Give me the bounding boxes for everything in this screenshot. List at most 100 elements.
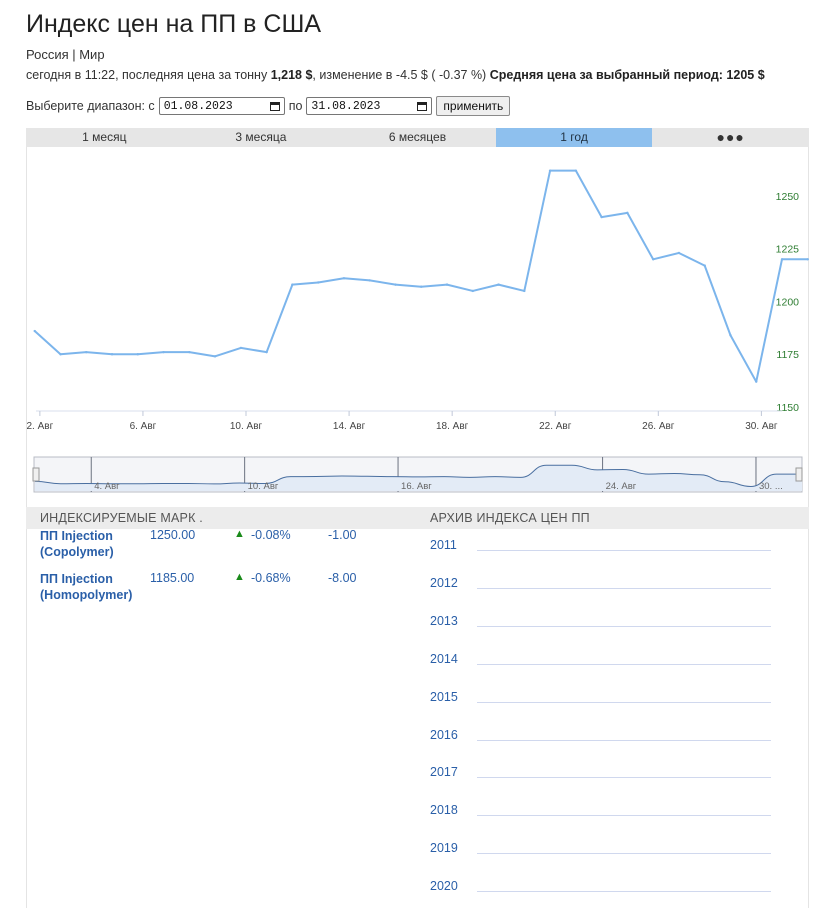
data-point[interactable] bbox=[471, 289, 474, 293]
archive-year-link[interactable]: 2013 bbox=[430, 614, 458, 628]
archive-year-link[interactable]: 2020 bbox=[430, 879, 458, 893]
data-point[interactable] bbox=[523, 289, 526, 293]
archive-year-link[interactable]: 2018 bbox=[430, 803, 458, 817]
navigator-right-handle[interactable] bbox=[795, 467, 803, 482]
archive-title: АРХИВ ИНДЕКСА ЦЕН ПП bbox=[430, 511, 590, 525]
data-point[interactable] bbox=[729, 334, 732, 337]
index-change-percent: -0.08% bbox=[251, 528, 291, 542]
price-change: , изменение в -4.5 $ ( -0.37 %) bbox=[312, 68, 487, 82]
archive-year-row[interactable]: 2016 bbox=[430, 728, 775, 748]
indices-title: ИНДЕКСИРУЕМЫЕ МАРК . bbox=[40, 511, 203, 525]
archive-year-link[interactable]: 2014 bbox=[430, 652, 458, 666]
data-point[interactable] bbox=[342, 277, 346, 280]
data-point[interactable] bbox=[239, 346, 243, 350]
price-chart[interactable]: 1150 1175 1200 1225 1250 2. Авг 6. Авг 10. Авг… bbox=[26, 147, 809, 442]
archive-year-row[interactable]: 2013 bbox=[430, 614, 775, 634]
data-point[interactable] bbox=[394, 283, 397, 286]
tab-6-months[interactable]: 6 месяцев bbox=[388, 130, 447, 144]
range-to-label: по bbox=[288, 99, 303, 113]
archive-year-link[interactable]: 2015 bbox=[430, 690, 458, 704]
x-tick-label: 6. Авг bbox=[130, 421, 157, 432]
calendar-icon[interactable] bbox=[417, 101, 428, 111]
apply-button[interactable]: применить bbox=[436, 96, 511, 116]
x-tick-label: 30. Авг bbox=[745, 421, 778, 432]
data-point[interactable] bbox=[33, 329, 36, 333]
range-navigator[interactable]: 4. Авг 10. Авг 16. Авг 24. Авг 30. ... bbox=[26, 455, 809, 495]
data-point[interactable] bbox=[110, 353, 114, 356]
date-range-form: Выберите диапазон: с 01.08.2023 по 31.08… bbox=[26, 96, 511, 116]
data-point[interactable] bbox=[59, 353, 62, 356]
archive-year-link[interactable]: 2011 bbox=[430, 538, 457, 552]
archive-year-row[interactable]: 2012 bbox=[430, 576, 775, 596]
archive-year-link[interactable]: 2019 bbox=[430, 841, 458, 855]
average-price: Средняя цена за выбранный период: 1205 $ bbox=[489, 68, 765, 82]
data-point[interactable] bbox=[85, 350, 88, 354]
archive-year-row[interactable]: 2018 bbox=[430, 803, 775, 823]
calendar-icon[interactable] bbox=[269, 101, 280, 111]
data-point[interactable] bbox=[600, 215, 603, 219]
data-point[interactable] bbox=[291, 283, 294, 286]
navigator-tick-label: 10. Авг bbox=[248, 481, 279, 492]
data-point[interactable] bbox=[755, 380, 758, 383]
divider-line bbox=[477, 664, 771, 665]
index-change-value: -1.00 bbox=[328, 528, 357, 542]
divider-line bbox=[477, 777, 771, 778]
index-name-link[interactable]: ПП Injection (Homopolymer) bbox=[40, 572, 133, 602]
tab-more[interactable]: ●●● bbox=[716, 129, 745, 145]
navigator-left-handle[interactable] bbox=[32, 467, 40, 482]
archive-year-row[interactable]: 2017 bbox=[430, 765, 775, 785]
data-point[interactable] bbox=[497, 283, 500, 286]
data-point[interactable] bbox=[548, 169, 552, 172]
tab-1-month[interactable]: 1 месяц bbox=[82, 130, 127, 144]
navigator-area bbox=[35, 465, 802, 491]
data-point[interactable] bbox=[445, 283, 449, 286]
price-summary: сегодня в 11:22, последняя цена за тонну… bbox=[26, 68, 765, 82]
date-from-input[interactable]: 01.08.2023 bbox=[158, 97, 285, 115]
navigator-tick-label: 24. Авг bbox=[606, 481, 637, 492]
data-point[interactable] bbox=[368, 279, 371, 282]
navigator-tick-label: 30. ... bbox=[759, 481, 783, 492]
x-tick-label: 26. Авг bbox=[642, 421, 675, 432]
navigator-labels: 4. Авг 10. Авг 16. Авг 24. Авг 30. ... bbox=[94, 481, 782, 492]
data-point[interactable] bbox=[136, 353, 139, 356]
archive-year-row[interactable]: 2014 bbox=[430, 652, 775, 672]
tab-1-year[interactable]: 1 год bbox=[495, 128, 653, 147]
last-price: 1,218 $ bbox=[270, 68, 313, 82]
data-point[interactable] bbox=[316, 281, 320, 284]
data-point[interactable] bbox=[626, 211, 629, 215]
date-to-input[interactable]: 31.08.2023 bbox=[306, 97, 433, 115]
archive-year-row[interactable]: 2011 bbox=[430, 538, 775, 558]
index-price: 1250.00 bbox=[150, 528, 196, 542]
archive-year-link[interactable]: 2017 bbox=[430, 765, 458, 779]
divider-line bbox=[477, 740, 771, 741]
data-point[interactable] bbox=[806, 258, 809, 261]
data-point[interactable] bbox=[780, 258, 784, 261]
data-point[interactable] bbox=[651, 258, 655, 261]
x-axis: 2. Авг 6. Авг 10. Авг 14. Авг 18. Авг 22. Авг… bbox=[26, 410, 782, 432]
archive-year-row[interactable]: 2019 bbox=[430, 841, 775, 861]
archive-year-row[interactable]: 2015 bbox=[430, 690, 775, 710]
data-point[interactable] bbox=[188, 350, 191, 354]
data-point[interactable] bbox=[574, 169, 578, 172]
data-point[interactable] bbox=[265, 350, 268, 354]
data-point[interactable] bbox=[703, 264, 706, 267]
price-line[interactable] bbox=[34, 169, 808, 383]
divider-line bbox=[477, 702, 771, 703]
x-tick-label: 18. Авг bbox=[436, 421, 469, 432]
archive-year-link[interactable]: 2012 bbox=[430, 576, 458, 590]
divider-line bbox=[477, 891, 771, 892]
data-point[interactable] bbox=[162, 350, 165, 354]
index-name-link[interactable]: ПП Injection (Copolymer) bbox=[40, 529, 114, 559]
tab-3-months[interactable]: 3 месяца bbox=[235, 130, 287, 144]
price-series bbox=[33, 169, 809, 383]
y-tick-label: 1150 bbox=[776, 402, 799, 414]
y-tick-label: 1175 bbox=[776, 349, 799, 361]
date-from-value: 01.08.2023 bbox=[163, 99, 233, 113]
index-change-percent: -0.68% bbox=[251, 571, 291, 585]
data-point[interactable] bbox=[420, 285, 423, 288]
archive-year-row[interactable]: 2020 bbox=[430, 879, 775, 899]
data-point[interactable] bbox=[213, 355, 217, 358]
data-point[interactable] bbox=[677, 251, 681, 255]
navigator-tick-label: 4. Авг bbox=[94, 481, 120, 492]
archive-year-link[interactable]: 2016 bbox=[430, 728, 458, 742]
